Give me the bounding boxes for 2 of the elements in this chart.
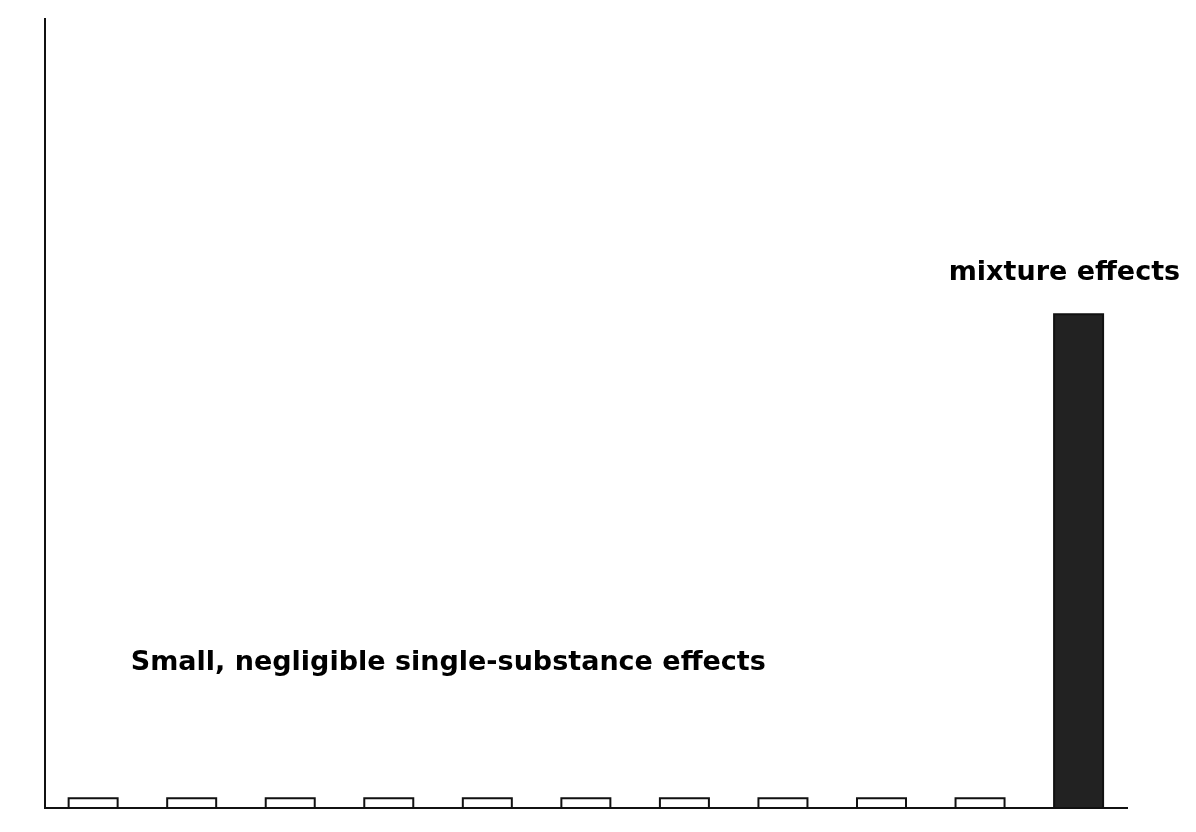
text: mixture effects	[948, 255, 1181, 286]
annotation: Small, negligible single-substance effects	[130, 645, 766, 677]
